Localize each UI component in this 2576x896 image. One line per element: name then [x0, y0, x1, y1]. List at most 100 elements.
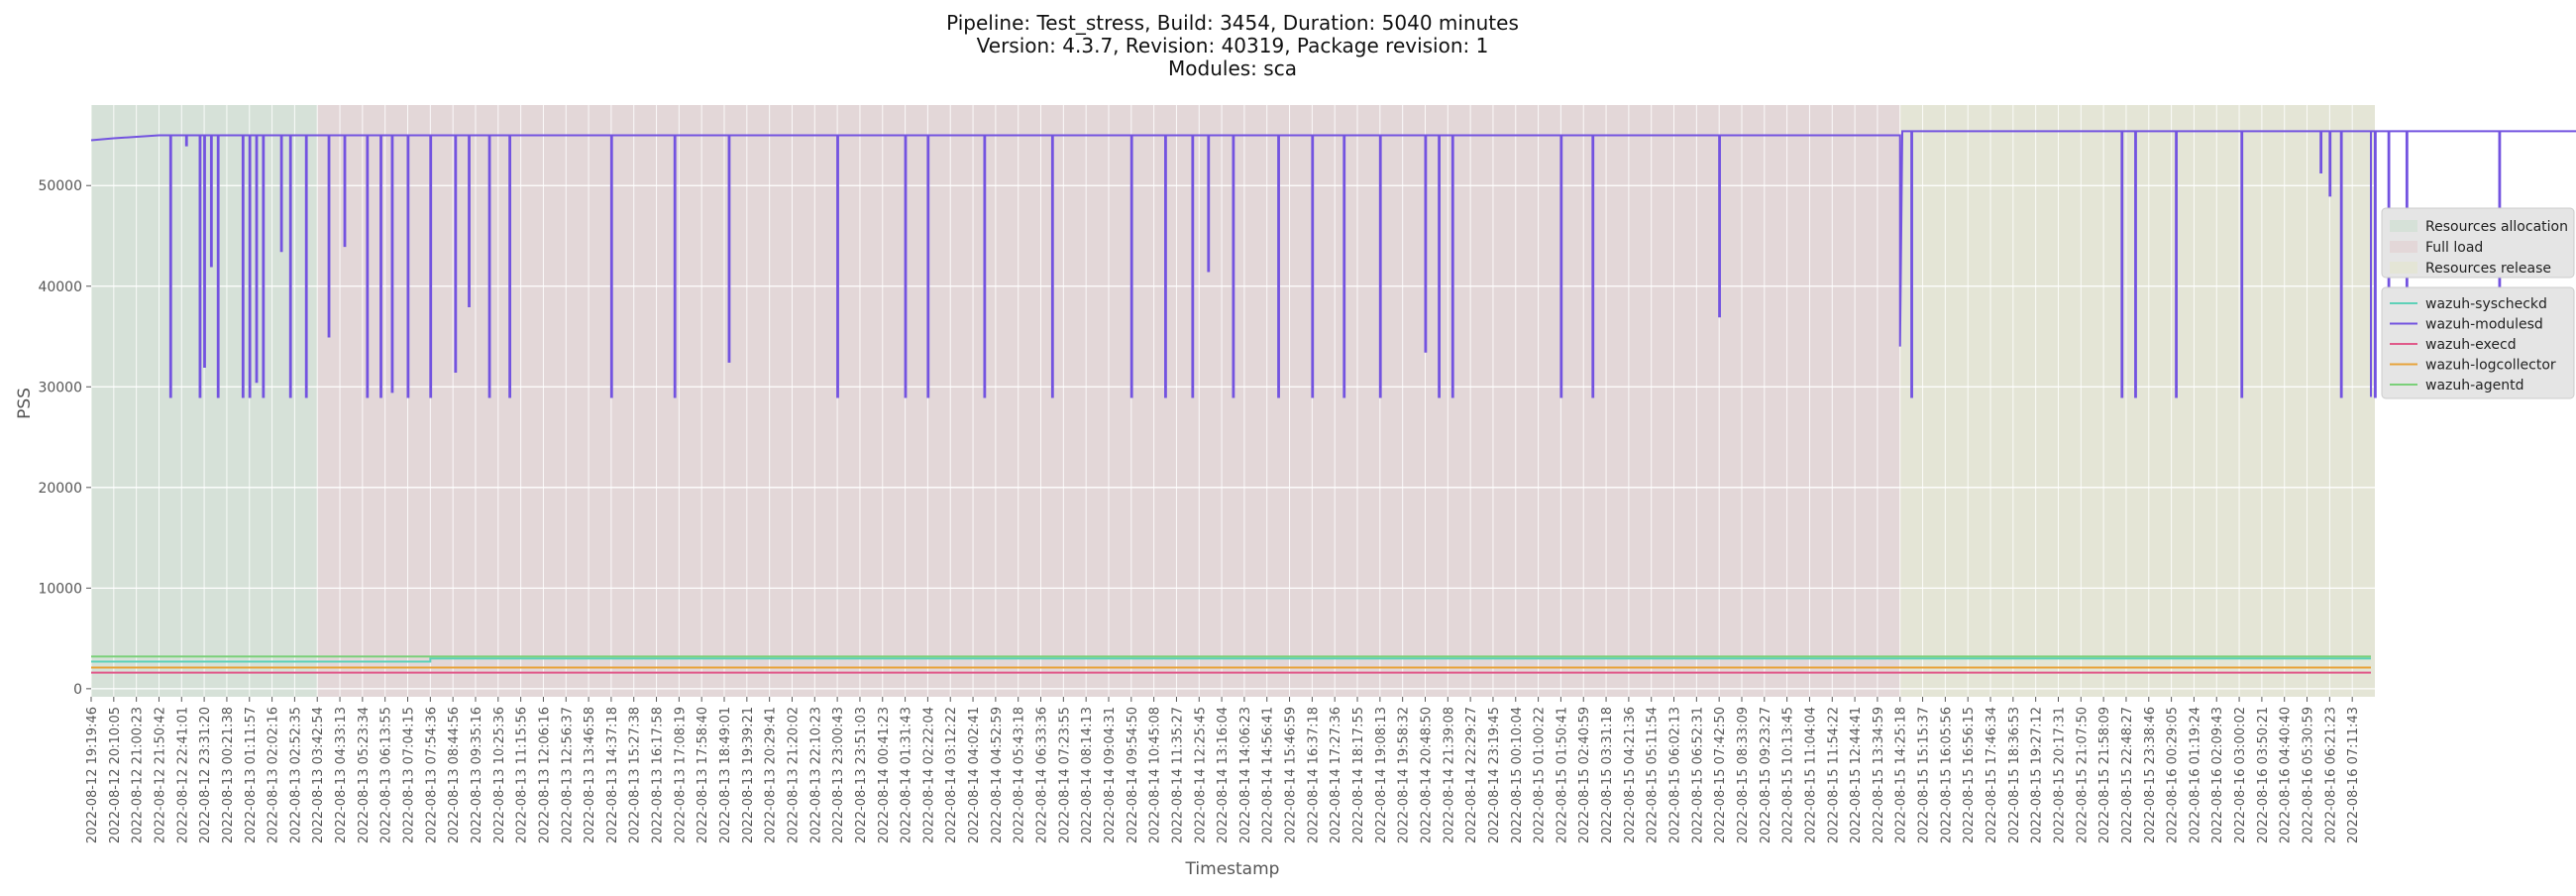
x-tick-label: 2022-08-14 14:56:41 [1261, 707, 1276, 843]
x-tick-label: 2022-08-13 18:49:01 [718, 707, 733, 843]
x-tick-label: 2022-08-16 00:29:05 [2166, 707, 2181, 843]
x-tick-label: 2022-08-14 03:12:22 [944, 707, 959, 843]
phase-legend-swatch [2390, 241, 2417, 253]
y-tick-label: 40000 [38, 280, 82, 295]
x-tick-label: 2022-08-15 16:56:15 [1962, 707, 1977, 843]
x-tick-label: 2022-08-15 19:27:12 [2030, 707, 2045, 843]
x-tick-label: 2022-08-14 17:27:36 [1329, 707, 1343, 843]
x-tick-label: 2022-08-14 13:16:04 [1216, 707, 1231, 843]
series-legend-label: wazuh-logcollector [2425, 358, 2556, 374]
x-tick-label: 2022-08-13 02:02:16 [267, 707, 281, 843]
x-tick-label: 2022-08-12 23:31:20 [198, 707, 213, 843]
x-tick-label: 2022-08-15 23:38:46 [2143, 707, 2158, 843]
x-tick-label: 2022-08-16 02:09:43 [2210, 707, 2225, 843]
x-tick-label: 2022-08-13 07:04:15 [402, 707, 417, 843]
x-tick-label: 2022-08-13 12:06:16 [537, 707, 552, 843]
phase-legend-label: Resources release [2425, 261, 2551, 277]
x-tick-label: 2022-08-13 17:58:40 [696, 707, 710, 843]
title-line: Version: 4.3.7, Revision: 40319, Package… [977, 34, 1489, 57]
phase-legend-label: Full load [2425, 240, 2483, 256]
x-tick-label: 2022-08-15 22:48:27 [2120, 707, 2135, 843]
y-tick-label: 0 [73, 682, 82, 698]
x-tick-label: 2022-08-13 08:44:56 [447, 707, 462, 843]
x-tick-label: 2022-08-15 21:07:50 [2075, 707, 2090, 843]
x-tick-label: 2022-08-12 21:50:42 [153, 707, 167, 843]
x-tick-label: 2022-08-16 03:00:02 [2233, 707, 2248, 843]
series-legend: wazuh-syscheckd wazuh-modulesd wazuh-execd… [2381, 286, 2575, 399]
grid-lines [90, 105, 2375, 697]
x-tick-label: 2022-08-14 19:08:13 [1374, 707, 1389, 843]
x-tick-label: 2022-08-14 11:35:27 [1170, 707, 1185, 843]
x-tick-label: 2022-08-14 05:43:18 [1013, 707, 1027, 843]
x-tick-label: 2022-08-13 15:27:38 [628, 707, 643, 843]
y-tick-label: 20000 [38, 481, 82, 497]
x-tick-label: 2022-08-14 22:29:27 [1464, 707, 1479, 843]
x-tick-label: 2022-08-15 13:34:59 [1872, 707, 1886, 843]
x-tick-label: 2022-08-15 16:05:56 [1939, 707, 1954, 843]
phase-legend-frame [2381, 207, 2575, 279]
x-tick-label: 2022-08-12 22:41:01 [175, 707, 190, 843]
series-legend-label: wazuh-execd [2425, 337, 2517, 353]
x-tick-label: 2022-08-15 00:10:04 [1510, 707, 1525, 843]
x-tick-label: 2022-08-15 09:23:27 [1759, 707, 1773, 843]
x-tick-label: 2022-08-15 15:15:37 [1917, 707, 1932, 843]
x-tick-label: 2022-08-15 14:25:18 [1894, 707, 1909, 843]
phase-legend-label: Resources allocation [2425, 219, 2568, 235]
x-tick-label: 2022-08-14 07:23:55 [1057, 707, 1072, 843]
x-tick-label: 2022-08-15 07:42:50 [1713, 707, 1728, 843]
phase-legend: Resources allocation Full load Resources r… [2381, 207, 2575, 279]
x-tick-label: 2022-08-14 06:33:36 [1035, 707, 1050, 843]
x-tick-label: 2022-08-14 14:06:23 [1238, 707, 1253, 843]
x-tick-label: 2022-08-14 19:58:32 [1397, 707, 1412, 843]
x-tick-label: 2022-08-14 04:02:41 [967, 707, 982, 843]
x-tick-label: 2022-08-14 18:17:55 [1351, 707, 1366, 843]
x-tick-label: 2022-08-13 00:21:38 [221, 707, 236, 843]
x-tick-label: 2022-08-15 06:02:13 [1668, 707, 1683, 843]
x-tick-label: 2022-08-13 22:10:23 [808, 707, 823, 843]
x-tick-label: 2022-08-16 01:19:24 [2188, 707, 2202, 843]
x-tick-label: 2022-08-16 03:50:21 [2256, 707, 2271, 843]
x-tick-label: 2022-08-12 19:19:46 [85, 707, 100, 843]
x-tick-label: 2022-08-15 11:04:04 [1803, 707, 1818, 843]
x-tick-label: 2022-08-15 01:00:22 [1533, 707, 1548, 843]
title-line: Modules: sca [1168, 56, 1297, 80]
x-tick-label: 2022-08-15 11:54:22 [1826, 707, 1841, 843]
x-tick-label: 2022-08-15 10:13:45 [1781, 707, 1796, 843]
series-legend-label: wazuh-syscheckd [2425, 296, 2547, 312]
x-tick-label: 2022-08-13 05:23:34 [357, 707, 372, 843]
x-tick-label: 2022-08-13 03:42:54 [311, 707, 326, 843]
x-tick-label: 2022-08-14 01:31:43 [900, 707, 914, 843]
y-tick-label: 50000 [38, 178, 82, 194]
x-tick-label: 2022-08-14 23:19:45 [1487, 707, 1502, 843]
x-tick-label: 2022-08-13 14:37:18 [605, 707, 620, 843]
y-tick-label: 30000 [38, 380, 82, 395]
x-tick-label: 2022-08-13 10:25:36 [492, 707, 507, 843]
y-tick-label: 10000 [38, 581, 82, 597]
x-tick-label: 2022-08-16 07:11:43 [2346, 707, 2361, 843]
x-tick-label: 2022-08-13 13:46:58 [583, 707, 597, 843]
x-tick-label: 2022-08-15 18:36:53 [2007, 707, 2022, 843]
series-line-wazuh-syscheckd [91, 657, 2371, 663]
x-tick-label: 2022-08-14 02:22:04 [921, 707, 936, 843]
x-tick-label: 2022-08-14 09:04:31 [1103, 707, 1118, 843]
x-tick-label: 2022-08-14 10:45:08 [1148, 707, 1163, 843]
x-tick-label: 2022-08-13 06:13:55 [379, 707, 394, 843]
x-tick-label: 2022-08-13 07:54:36 [424, 707, 439, 843]
chart-title: Pipeline: Test_stress, Build: 3454, Dura… [946, 11, 1519, 80]
x-tick-label: 2022-08-15 08:33:09 [1736, 707, 1751, 843]
y-axis-label: PSS [15, 388, 35, 419]
x-tick-label: 2022-08-13 11:15:56 [515, 707, 530, 843]
x-tick-label: 2022-08-13 17:08:19 [673, 707, 688, 843]
x-tick-label: 2022-08-15 03:31:18 [1600, 707, 1615, 843]
x-tick-label: 2022-08-13 23:00:43 [831, 707, 846, 843]
x-tick-label: 2022-08-13 23:51:03 [854, 707, 869, 843]
x-axis-label: Timestamp [1185, 859, 1280, 879]
series-line-wazuh-modulesd [90, 130, 2576, 398]
series-legend-label: wazuh-modulesd [2425, 317, 2543, 333]
x-axis-ticks: 2022-08-12 19:19:46 2022-08-12 20:10:05 20… [85, 697, 2361, 843]
x-tick-label: 2022-08-13 09:35:16 [470, 707, 484, 843]
phase-bands [91, 105, 2375, 697]
x-tick-label: 2022-08-16 04:40:40 [2279, 707, 2294, 843]
